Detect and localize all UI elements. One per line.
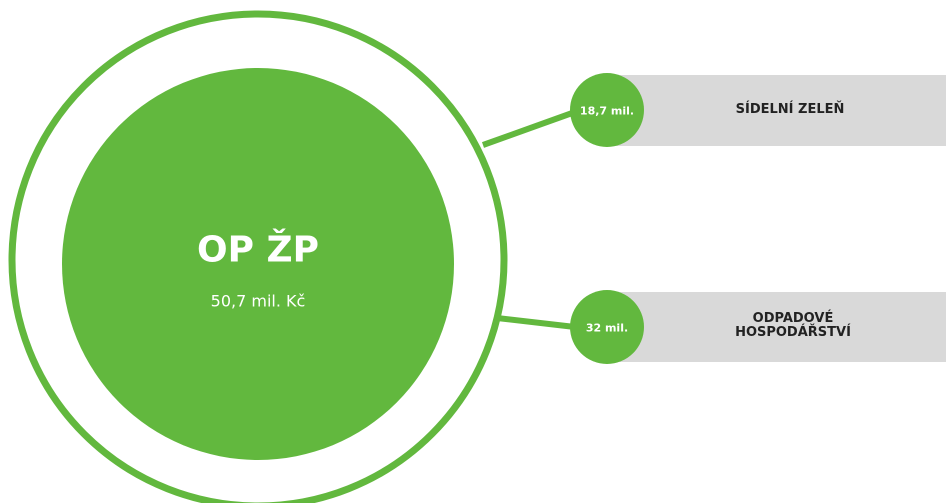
branch-label: ODPADOVÉ HOSPODÁŘSTVÍ (735, 311, 851, 340)
branch-amount: 18,7 mil. (579, 104, 635, 118)
branch-label: SÍDELNÍ ZELEŇ (735, 102, 845, 117)
center-amount: 50,7 mil. Kč (210, 291, 306, 311)
branch-bar (607, 292, 946, 362)
outer-ring (8, 10, 508, 503)
branch-bar (607, 75, 946, 146)
branch-circle (570, 73, 644, 147)
branch-circle (570, 290, 644, 364)
connector (496, 315, 576, 330)
branch-amount: 32 mil. (585, 321, 629, 335)
center-circle (62, 68, 454, 460)
center-title: OP ŽP (196, 229, 320, 271)
connector (481, 109, 577, 148)
